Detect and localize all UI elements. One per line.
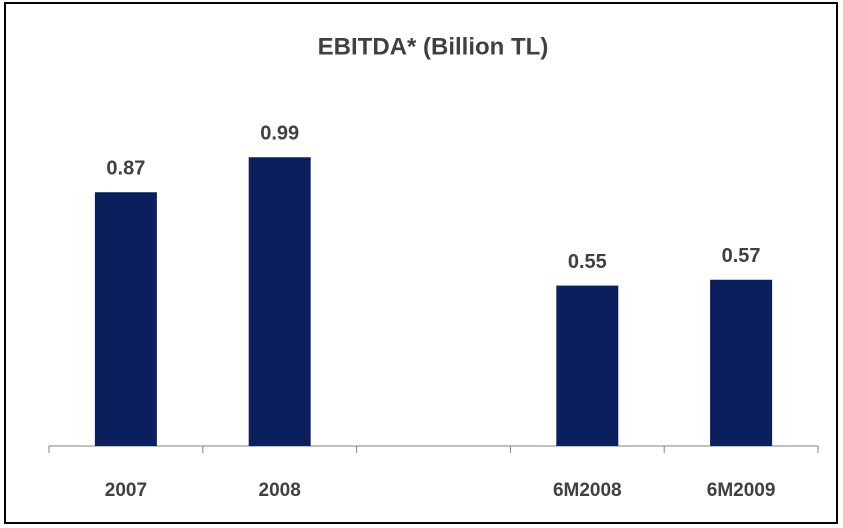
value-label: 0.55: [568, 251, 607, 273]
value-label: 0.57: [722, 245, 761, 267]
bar: [556, 285, 619, 446]
bar: [710, 279, 773, 446]
x-tick-label: 2007: [105, 480, 147, 501]
x-tick-label: 2008: [259, 480, 301, 501]
bar: [248, 157, 311, 446]
bar: [94, 192, 157, 446]
x-tick-label: 6M2009: [707, 480, 776, 501]
x-tick-label: 6M2008: [553, 480, 622, 501]
chart-title: EBITDA* (Billion TL): [318, 33, 549, 60]
value-label: 0.99: [260, 123, 299, 145]
value-label: 0.87: [106, 158, 145, 180]
